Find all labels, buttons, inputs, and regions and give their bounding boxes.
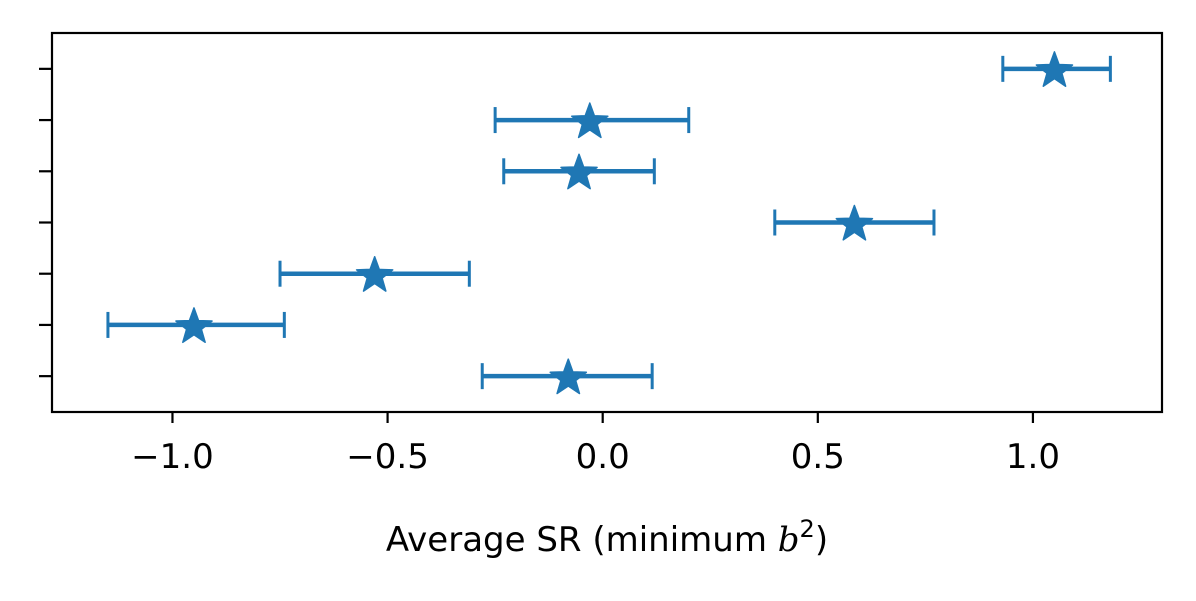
x-tick-label: 0.0	[576, 437, 630, 477]
x-tick-label: 1.0	[1006, 437, 1060, 477]
y-axis-ticks	[39, 67, 52, 378]
x-axis-ticks: −1.0 −0.5 0.0 0.5 1.0	[131, 412, 1060, 477]
data-point-star	[549, 358, 588, 395]
plot-marks	[106, 51, 1112, 395]
data-point-star	[175, 307, 213, 344]
data-point-star	[570, 102, 609, 139]
x-tick-label: −0.5	[346, 437, 429, 477]
data-point-star	[355, 255, 394, 292]
x-axis-label: Average SR (minimum b2)	[386, 515, 828, 560]
data-point-star	[835, 204, 874, 241]
x-tick-label: −1.0	[131, 437, 214, 477]
plot-frame	[50, 31, 1164, 414]
x-tick-label: 0.5	[791, 437, 845, 477]
data-point-star	[1035, 51, 1074, 87]
data-point-star	[560, 153, 598, 190]
